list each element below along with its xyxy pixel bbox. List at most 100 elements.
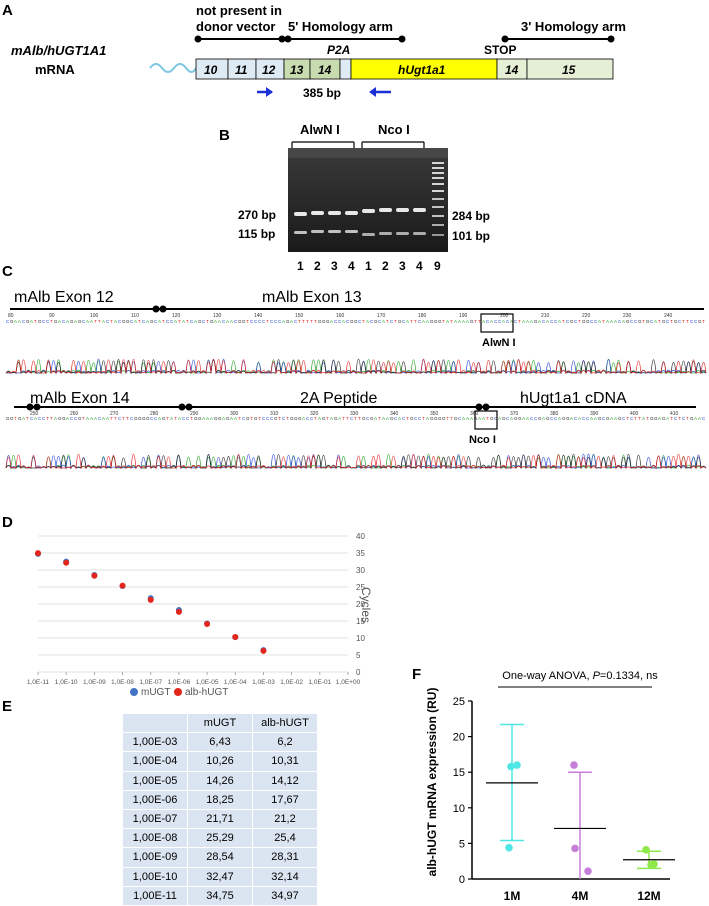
sequence-base: T — [178, 319, 181, 324]
nco1-site-label: Nco I — [469, 434, 496, 446]
table-cell: 32,14 — [253, 867, 318, 886]
enzyme-right-label: Nco I — [378, 122, 410, 137]
sequence-base: A — [102, 416, 105, 421]
homology-arm-5-bracket — [285, 36, 406, 43]
sequence-base: A — [462, 416, 465, 421]
sequence-base: A — [90, 416, 93, 421]
table-cell: 1,00E-06 — [123, 790, 188, 809]
sequence-base: A — [478, 416, 481, 421]
sequence-base: T — [678, 416, 681, 421]
sequence-base: A — [66, 319, 69, 324]
sequence-base: A — [158, 319, 161, 324]
annot-not-present-line1: not present in — [196, 3, 282, 18]
sequence-base: A — [406, 319, 409, 324]
sequence-base: A — [282, 319, 285, 324]
sequence-base: A — [654, 319, 657, 324]
data-point — [63, 560, 69, 566]
sequence-base: A — [174, 319, 177, 324]
table-cell: 25,4 — [253, 829, 318, 848]
sequence-base: A — [642, 416, 645, 421]
table-row: 1,00E-06 18,25 17,67 — [123, 790, 318, 809]
table-cell: 1,00E-09 — [123, 848, 188, 867]
table-cell: 34,97 — [253, 886, 318, 905]
sequence-base: A — [194, 319, 197, 324]
annot-3-homology-arm: 3' Homology arm — [521, 19, 626, 34]
sequence-base: A — [90, 319, 93, 324]
table-row: 1,00E-07 21,71 21,2 — [123, 809, 318, 828]
sequence-base: T — [646, 416, 649, 421]
exon-hugt1a1-label: hUgt1a1 — [398, 63, 446, 77]
sequence-base: T — [26, 416, 29, 421]
sequence-base: A — [482, 319, 485, 324]
sequence-base: T — [450, 416, 453, 421]
table-cell: 1,00E-07 — [123, 809, 188, 828]
sequence-base: T — [634, 416, 637, 421]
sequence-base: A — [102, 319, 105, 324]
exon-10-label: 10 — [204, 63, 218, 77]
table-row: 1,00E-05 14,26 14,12 — [123, 771, 318, 790]
table-header-cell: alb-hUGT — [253, 714, 318, 733]
sequence-base: T — [442, 319, 445, 324]
legend-alb-hugt: alb-hUGT — [185, 687, 228, 698]
table-cell: 1,00E-03 — [123, 733, 188, 752]
sequence-base: A — [526, 319, 529, 324]
band-label-270: 270 bp — [238, 208, 276, 222]
table-cell: 14,12 — [253, 771, 318, 790]
sequence-base: T — [406, 416, 409, 421]
sequence-base: A — [134, 319, 137, 324]
x-tick-label: 1,0E+00 — [336, 679, 361, 686]
x-tick-label: 1,0E-04 — [224, 679, 247, 686]
panel-f-y-tick-labels: 0510152025 — [453, 696, 472, 886]
panel-f-expression-plot: 0 5 10 15 20 25 1M 4M 12M alb-hUGT mRNA express… — [420, 660, 709, 902]
table-cell: 34,75 — [188, 886, 253, 905]
table-cell: 17,67 — [253, 790, 318, 809]
sequence-base: A — [470, 416, 473, 421]
exon-14b-label: 14 — [505, 63, 519, 77]
sequence-base: A — [206, 416, 209, 421]
sequence-base: A — [598, 319, 601, 324]
sequence-base: A — [14, 319, 17, 324]
sequence-base: A — [522, 319, 525, 324]
table-row: 1,00E-04 10,26 10,31 — [123, 752, 318, 771]
lane-label: 3 — [331, 259, 338, 273]
sequence-base: A — [614, 416, 617, 421]
annot-p2a: P2A — [327, 43, 350, 57]
table-row: 1,00E-10 32,47 32,14 — [123, 867, 318, 886]
x-tick-label: 1,0E-10 — [55, 679, 78, 686]
sequence-base: T — [410, 319, 413, 324]
legend-mugt: mUGT — [141, 687, 170, 698]
sequence-base: T — [314, 319, 317, 324]
data-point — [650, 860, 658, 868]
sequence-base: A — [466, 416, 469, 421]
sequence-base: A — [234, 416, 237, 421]
table-cell: 21,2 — [253, 809, 318, 828]
sequence-base: A — [210, 416, 213, 421]
sequence-base: T — [326, 416, 329, 421]
sequence-base: A — [330, 319, 333, 324]
sequence-base: A — [526, 416, 529, 421]
x-tick-label: 1,0E-03 — [252, 679, 275, 686]
y-tick-label: 15 — [453, 767, 465, 779]
row2-label-hugt: hUgt1a1 cDNA — [520, 390, 627, 407]
x-tick-label: 1,0E-06 — [168, 679, 191, 686]
sequence-base: A — [366, 319, 369, 324]
table-cell: 10,31 — [253, 752, 318, 771]
lane-label: 1 — [297, 259, 304, 273]
sequence-base: T — [658, 319, 661, 324]
sequence-base: A — [290, 319, 293, 324]
table-cell: 21,71 — [188, 809, 253, 828]
sequence-base: A — [594, 416, 597, 421]
row2-label-exon14: mAlb Exon 14 — [30, 390, 130, 407]
sequence-base: A — [498, 416, 501, 421]
sequence-base: T — [94, 319, 97, 324]
sequence-base: A — [398, 416, 401, 421]
sequence-base: A — [318, 416, 321, 421]
sequence-base: T — [250, 416, 253, 421]
sequence-base: A — [610, 319, 613, 324]
row1-label-exon12: mAlb Exon 12 — [14, 289, 114, 306]
sequence-base: T — [286, 416, 289, 421]
x-tick-label: 1,0E-11 — [27, 679, 50, 686]
data-point — [507, 763, 515, 771]
sequence-base: A — [694, 416, 697, 421]
band-label-284: 284 bp — [452, 209, 490, 223]
